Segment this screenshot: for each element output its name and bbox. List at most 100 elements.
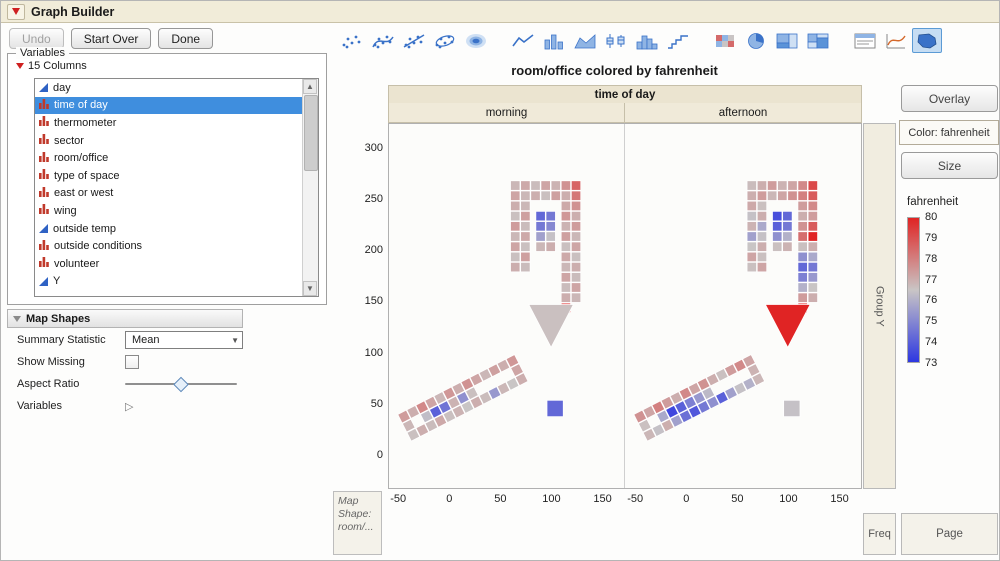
map-cell[interactable] — [777, 190, 788, 201]
line-of-fit-icon[interactable] — [399, 28, 429, 53]
heatmap-icon[interactable] — [710, 28, 740, 53]
map-cell[interactable] — [478, 390, 493, 405]
map-shapes-icon[interactable] — [912, 28, 942, 53]
list-item-outside-conditions[interactable]: outside conditions — [35, 237, 318, 255]
columns-list-scrollbar[interactable]: ▲ ▼ — [302, 79, 318, 296]
pie-icon[interactable] — [741, 28, 771, 53]
map-cell[interactable] — [733, 381, 747, 396]
map-cell[interactable] — [651, 423, 666, 437]
map-cell[interactable] — [545, 231, 556, 242]
map-cell[interactable] — [442, 409, 457, 424]
map-cell[interactable] — [520, 190, 531, 201]
map-cell[interactable] — [772, 241, 783, 252]
map-cell[interactable] — [415, 400, 430, 415]
map-cell[interactable] — [642, 427, 657, 442]
map-cell[interactable] — [714, 368, 729, 382]
map-cell[interactable] — [570, 180, 582, 191]
map-cell[interactable] — [570, 282, 582, 293]
map-cell[interactable] — [496, 358, 511, 373]
map-cell[interactable] — [560, 200, 571, 212]
map-cell[interactable] — [756, 231, 768, 242]
map-cell[interactable] — [696, 400, 711, 414]
disclosure-triangle-icon[interactable] — [13, 315, 21, 322]
map-cell[interactable] — [777, 180, 788, 191]
map-cell[interactable] — [782, 211, 793, 222]
map-cell[interactable] — [797, 272, 808, 283]
map-cell[interactable] — [807, 221, 818, 232]
scroll-up-arrow-icon[interactable]: ▲ — [303, 79, 317, 94]
map-cell[interactable] — [520, 221, 531, 232]
map-cell[interactable] — [797, 282, 808, 293]
map-cell[interactable] — [756, 262, 768, 273]
list-item-volunteer[interactable]: volunteer — [35, 255, 318, 273]
map-cell[interactable] — [687, 381, 702, 396]
list-item-wing[interactable]: wing — [35, 202, 318, 220]
page-drop-zone[interactable]: Page — [901, 513, 998, 555]
map-cell[interactable] — [429, 404, 443, 419]
list-item-thermometer[interactable]: thermometer — [35, 114, 318, 132]
map-cell[interactable] — [465, 386, 479, 401]
map-cell[interactable] — [520, 200, 531, 212]
map-cell[interactable] — [807, 211, 818, 222]
map-cell[interactable] — [415, 423, 430, 437]
map-cell[interactable] — [797, 221, 808, 232]
map-cell[interactable] — [742, 354, 756, 368]
map-cell[interactable] — [510, 231, 521, 242]
map-cell[interactable] — [570, 221, 582, 232]
map-cell[interactable] — [401, 418, 416, 433]
summary-statistic-dropdown[interactable]: Mean ▼ — [125, 331, 243, 349]
map-cell-triangle[interactable] — [764, 304, 811, 349]
scrollbar-thumb[interactable] — [304, 95, 318, 171]
map-cell[interactable] — [807, 241, 818, 252]
map-cell[interactable] — [550, 190, 561, 201]
map-cell[interactable] — [460, 377, 475, 392]
map-cell[interactable] — [756, 200, 768, 212]
map-cell[interactable] — [678, 386, 693, 401]
map-cell[interactable] — [797, 251, 808, 263]
map-cell[interactable] — [807, 190, 818, 201]
list-item-time-of-day[interactable]: time of day — [35, 96, 318, 115]
map-cell[interactable] — [540, 190, 551, 201]
map-cell[interactable] — [447, 395, 461, 410]
map-cell[interactable] — [406, 405, 420, 419]
map-cell[interactable] — [797, 190, 808, 201]
map-cell[interactable] — [746, 180, 757, 191]
map-cell[interactable] — [665, 404, 679, 419]
map-cell[interactable] — [469, 372, 484, 387]
map-cell[interactable] — [797, 292, 808, 303]
start-over-button[interactable]: Start Over — [70, 28, 152, 49]
map-cell[interactable] — [669, 413, 684, 428]
map-cell[interactable] — [767, 180, 778, 191]
map-cell[interactable] — [545, 241, 556, 252]
map-cell[interactable] — [807, 251, 818, 263]
map-cell[interactable] — [520, 251, 531, 263]
area-icon[interactable] — [570, 28, 600, 53]
map-cell[interactable] — [530, 190, 541, 201]
freq-drop-zone[interactable]: Freq — [863, 513, 896, 555]
points-icon[interactable] — [337, 28, 367, 53]
map-cell[interactable] — [807, 231, 818, 242]
map-cell[interactable] — [433, 413, 448, 428]
map-cell[interactable] — [469, 395, 484, 410]
map-cell[interactable] — [782, 221, 793, 232]
map-cell[interactable] — [510, 211, 521, 222]
show-missing-checkbox[interactable] — [125, 355, 139, 369]
treemap-icon[interactable] — [772, 28, 802, 53]
map-cell[interactable] — [456, 391, 470, 405]
map-cell[interactable] — [530, 180, 541, 191]
map-cell[interactable] — [772, 221, 783, 232]
map-cell[interactable] — [696, 377, 711, 392]
map-cell[interactable] — [570, 200, 582, 212]
map-cell[interactable] — [807, 262, 818, 273]
group-y-drop-zone[interactable]: Group Y — [863, 123, 896, 489]
map-cell[interactable] — [570, 251, 582, 263]
map-cell[interactable] — [797, 241, 808, 252]
map-cell[interactable] — [678, 409, 693, 424]
map-cell[interactable] — [560, 221, 571, 232]
map-cell[interactable] — [807, 272, 818, 283]
bar-icon[interactable] — [539, 28, 569, 53]
map-cell[interactable] — [660, 418, 675, 433]
columns-header[interactable]: 15 Columns — [16, 60, 87, 72]
map-cell[interactable] — [787, 180, 798, 191]
map-cell[interactable] — [756, 221, 768, 232]
